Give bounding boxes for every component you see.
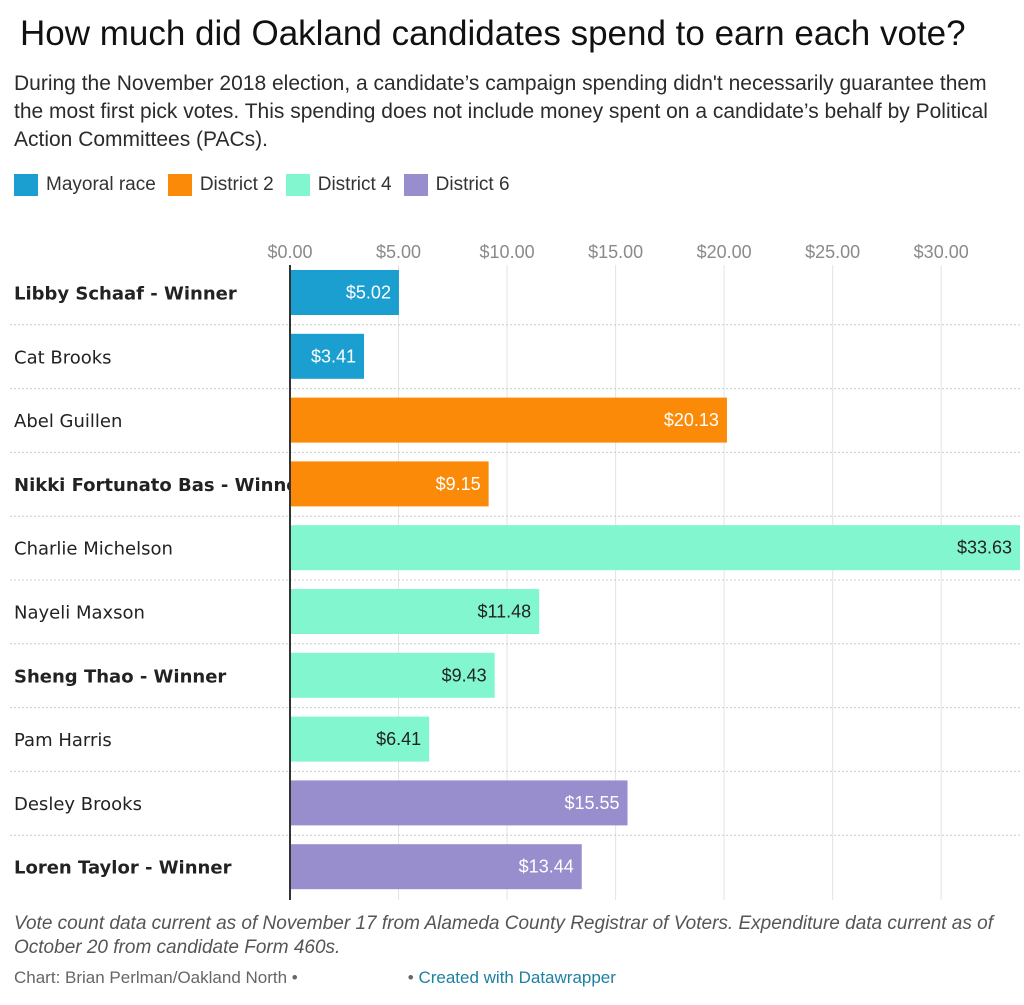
data-label: $20.13 (664, 410, 719, 430)
category-label: Libby Schaaf - Winner (14, 284, 237, 305)
legend-item-mayoral: Mayoral race (14, 174, 156, 196)
x-tick-label: $20.00 (697, 242, 752, 262)
bar (290, 716, 430, 762)
legend-label-district-2: District 2 (199, 174, 274, 195)
credits-dot: • (407, 968, 414, 987)
datawrapper-link[interactable]: Created with Datawrapper (418, 968, 616, 987)
bar (290, 589, 540, 634)
legend-item-district-4: District 4 (285, 174, 392, 196)
legend-label-district-4: District 4 (317, 174, 392, 195)
x-tick-label: $10.00 (480, 242, 535, 262)
category-label: Charlie Michelson (14, 539, 173, 560)
data-label: $3.41 (311, 346, 356, 366)
legend-swatch-district-6 (403, 174, 428, 196)
category-label: Abel Guillen (14, 411, 122, 432)
bar (290, 844, 582, 890)
x-tick-label: $25.00 (805, 242, 860, 262)
legend-label-mayoral: Mayoral race (46, 174, 156, 195)
x-tick-label: $15.00 (588, 242, 643, 262)
data-label: $13.44 (519, 857, 574, 877)
bar (290, 525, 1020, 571)
x-tick-label: $30.00 (914, 242, 969, 262)
data-label: $6.41 (376, 729, 421, 749)
credits: Chart: Brian Perlman/Oakland North • • Cr… (14, 968, 616, 988)
bar (290, 652, 495, 698)
category-label: Sheng Thao - Winner (14, 666, 226, 687)
data-label: $15.55 (564, 793, 619, 813)
data-label: $11.48 (477, 602, 531, 622)
data-label: $9.43 (442, 665, 487, 685)
category-label: Nayeli Maxson (14, 603, 145, 624)
x-tick-label: $5.00 (376, 242, 421, 262)
bar (290, 333, 365, 379)
data-label: $5.02 (346, 283, 391, 303)
category-label: Cat Brooks (14, 347, 112, 368)
category-label: Pam Harris (14, 730, 112, 751)
data-label: $33.63 (957, 538, 1012, 558)
legend-item-district-2: District 2 (167, 174, 274, 196)
chart-title: How much did Oakland candidates spend to… (20, 14, 966, 53)
legend-swatch-district-4 (285, 174, 310, 196)
legend-swatch-mayoral (14, 174, 38, 196)
category-label: Loren Taylor - Winner (14, 858, 232, 879)
footer-note: Vote count data current as of November 1… (14, 913, 994, 958)
bar (290, 461, 489, 507)
category-label: Desley Brooks (14, 794, 142, 815)
legend-label-district-6: District 6 (435, 174, 510, 195)
bar (290, 780, 628, 826)
legend-swatch-district-2 (167, 174, 192, 196)
legend-item-district-6: District 6 (403, 174, 510, 196)
bar (290, 270, 399, 315)
bar (290, 397, 727, 443)
legend: Mayoral race District 2 District 4 Distr… (14, 174, 510, 196)
category-label: Nikki Fortunato Bas - Winner (14, 475, 307, 496)
data-label: $9.15 (436, 474, 481, 494)
chart-subtitle: During the November 2018 election, a can… (14, 72, 988, 151)
bar-chart: $0.00 $5.00 $10.00 $15.00 $20.00 $25.00 $30.00… (10, 242, 1020, 900)
credits-byline: Chart: Brian Perlman/Oakland North • (14, 968, 298, 987)
x-tick-label: $0.00 (267, 242, 312, 262)
